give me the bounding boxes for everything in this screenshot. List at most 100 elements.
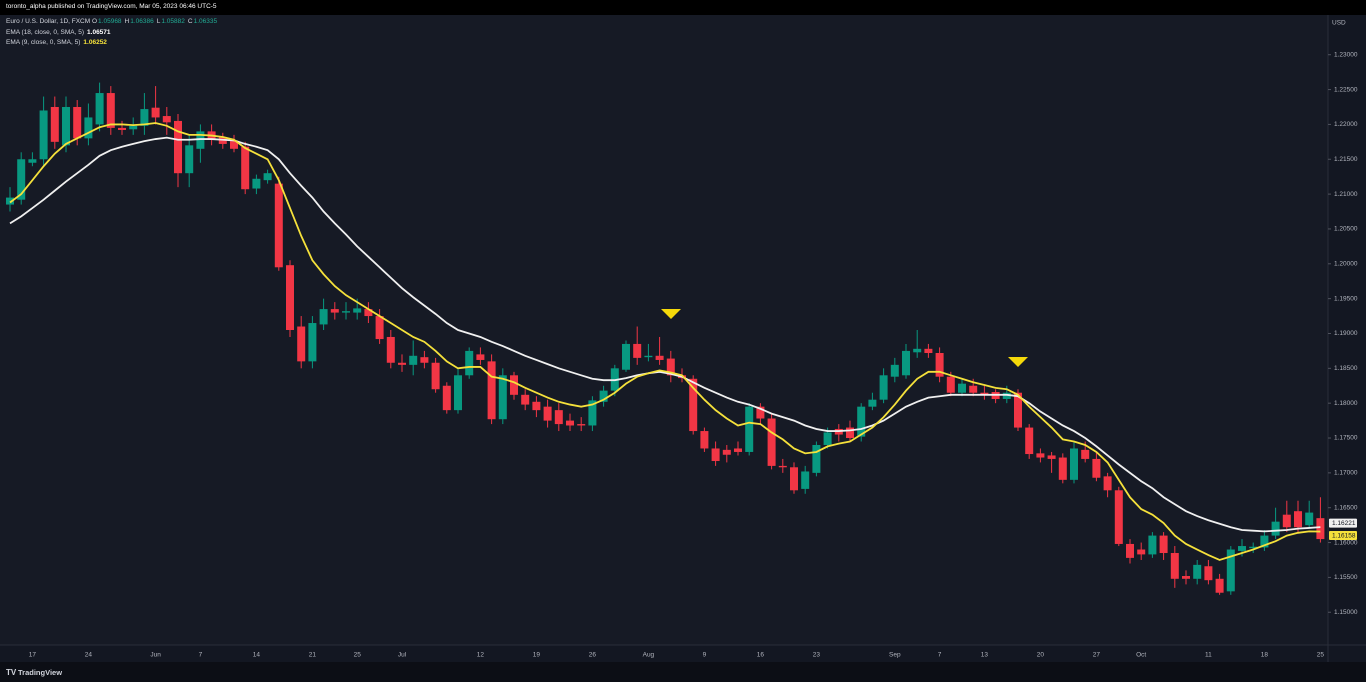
- candle-body: [924, 348, 933, 353]
- ema-name: EMA (9, close, 0, SMA, 5): [6, 39, 81, 46]
- candle-body: [1025, 427, 1034, 455]
- candle-body: [409, 355, 418, 365]
- ohlc-key: H: [124, 18, 130, 25]
- candle-body: [106, 93, 115, 128]
- candle-body: [890, 364, 899, 377]
- candle-body: [151, 107, 160, 118]
- candle-body: [969, 385, 978, 393]
- candle-body: [1249, 546, 1258, 549]
- x-tick-label: Aug: [643, 652, 655, 659]
- candle-body: [1047, 455, 1056, 459]
- candle-body: [230, 141, 238, 149]
- candle-body: [431, 362, 440, 390]
- signal-marker: [1008, 357, 1028, 367]
- candle-body: [319, 309, 328, 325]
- candle-body: [1058, 457, 1067, 480]
- ema-value: 1.06571: [87, 28, 111, 36]
- candle-body: [868, 399, 877, 407]
- y-tick-label: 1.23000: [1334, 51, 1358, 58]
- brand-logo: TV: [6, 668, 17, 677]
- candle-body: [442, 385, 451, 411]
- ohlc-key: C: [187, 18, 193, 25]
- candle-body: [17, 159, 26, 200]
- y-tick-label: 1.17000: [1334, 470, 1358, 477]
- x-tick-label: 23: [813, 652, 821, 659]
- candle-body: [1114, 490, 1123, 544]
- x-tick-label: 19: [533, 652, 541, 659]
- legend: Euro / U.S. Dollar, 1D, FXCM O1.05968 H1.…: [6, 17, 220, 49]
- candle-body: [1002, 392, 1011, 399]
- candle-body: [700, 431, 709, 449]
- candle-body: [420, 357, 429, 363]
- candle-body: [1126, 543, 1134, 558]
- y-tick-label: 1.21500: [1334, 156, 1358, 163]
- y-tick-label: 1.16500: [1334, 504, 1358, 511]
- candle-body: [666, 358, 675, 376]
- x-tick-label: 24: [85, 652, 93, 659]
- candle-body: [398, 362, 406, 365]
- x-tick-label: 25: [1317, 652, 1325, 659]
- ema-line: [9, 122, 1321, 561]
- candle-body: [543, 406, 552, 421]
- x-tick-label: 13: [981, 652, 989, 659]
- symbol-line: Euro / U.S. Dollar, 1D, FXCM O1.05968 H1.…: [6, 17, 220, 28]
- candle-body: [174, 120, 182, 174]
- candle-body: [801, 471, 810, 489]
- candle-body: [498, 375, 507, 420]
- candle-body: [1271, 521, 1280, 536]
- candle-body: [1215, 578, 1224, 593]
- candle-body: [622, 343, 630, 370]
- candle-body: [790, 467, 798, 491]
- x-tick-label: 12: [477, 652, 485, 659]
- candle-body: [162, 116, 171, 123]
- ohlc-value: 1.06335: [193, 18, 218, 25]
- candle-body: [510, 375, 518, 395]
- y-tick-label: 1.16000: [1334, 539, 1358, 546]
- candle-body: [263, 173, 272, 181]
- candle-body: [767, 418, 776, 466]
- candle-body: [50, 106, 59, 142]
- x-tick-label: 11: [1205, 652, 1212, 659]
- price-label: 1.16158: [1332, 532, 1356, 539]
- candle-body: [6, 197, 14, 205]
- candle-body: [274, 183, 283, 268]
- candle-body: [454, 375, 462, 411]
- banner: toronto_alpha published on TradingView.c…: [6, 3, 217, 10]
- x-tick-label: Sep: [889, 652, 901, 659]
- candle-body: [1103, 476, 1112, 491]
- candle-body: [1081, 449, 1090, 459]
- ohlc-key: L: [156, 18, 161, 25]
- candle-body: [330, 309, 339, 313]
- candle-body: [1148, 535, 1157, 555]
- ohlc-value: 1.05968: [98, 18, 122, 25]
- candle-body: [532, 401, 541, 411]
- candle-body: [375, 316, 384, 340]
- y-tick-label: 1.17500: [1334, 435, 1358, 442]
- x-tick-label: 7: [199, 652, 203, 659]
- candle-body: [28, 159, 37, 163]
- candle-body: [476, 354, 485, 360]
- x-tick-label: Jun: [150, 652, 161, 659]
- candle-body: [1137, 549, 1146, 555]
- candle-body: [62, 106, 70, 146]
- price-label: 1.16221: [1332, 520, 1356, 527]
- candle-body: [756, 406, 765, 419]
- candle-body: [1159, 535, 1168, 554]
- x-tick-label: 7: [938, 652, 942, 659]
- banner-bar: [0, 0, 1366, 15]
- candle-body: [140, 109, 149, 126]
- candle-body: [39, 110, 48, 160]
- x-tick-label: 18: [1261, 652, 1269, 659]
- ohlc-key: O: [91, 18, 98, 25]
- candle-body: [577, 424, 586, 426]
- ohlc: O1.05968 H1.06386 L1.05882 C1.06335: [92, 18, 220, 25]
- candle-body: [386, 336, 395, 363]
- y-tick-label: 1.22000: [1334, 121, 1358, 128]
- x-tick-label: Oct: [1136, 652, 1146, 659]
- signal-marker: [661, 309, 681, 319]
- candle-body: [689, 378, 698, 432]
- plot-area: [0, 15, 1328, 645]
- y-tick-label: 1.22500: [1334, 86, 1358, 93]
- candle-body: [823, 432, 832, 445]
